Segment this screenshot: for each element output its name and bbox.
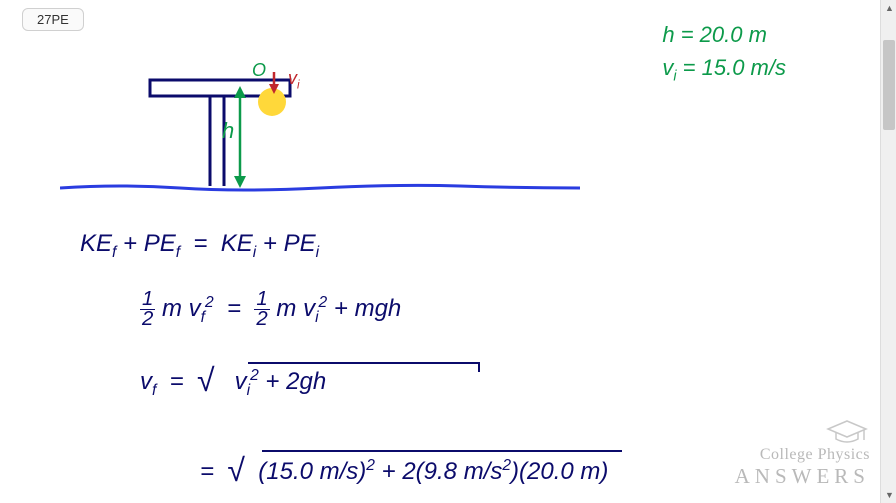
equation-expanded: 12 m vf2 = 12 m vi2 + mgh [140,290,401,330]
sqrt-overline-1 [248,362,480,364]
brand-line-2: ANSWERS [735,464,870,489]
sqrt-tick-1 [478,362,480,372]
graduation-cap-icon [826,419,868,445]
problem-badge: 27PE [22,8,84,31]
diagram [60,60,580,200]
equation-vf-solved: vf = √ vi2 + 2gh [140,360,326,400]
brand-line-1: College Physics [735,446,870,464]
problem-number: 27PE [37,12,69,27]
scroll-up-arrow[interactable]: ▲ [885,3,894,13]
given-h: h = 20.0 m [662,18,786,51]
ball [258,88,286,116]
equation-energy-conservation: KEf + PEf = KEi + PEi [80,230,319,262]
height-arrow-up [234,86,246,98]
water-line [60,185,580,190]
scrollbar[interactable]: ▲ ▼ [880,0,896,503]
scroll-down-arrow[interactable]: ▼ [885,490,894,500]
h-label: h [222,118,234,144]
height-arrow-down [234,176,246,188]
given-vi: vi = 15.0 m/s [662,51,786,88]
sqrt-overline-2 [262,450,622,452]
given-values: h = 20.0 m vi = 15.0 m/s [662,18,786,88]
scroll-thumb[interactable] [883,40,895,130]
vi-label: vi [288,68,300,92]
brand-logo: College Physics ANSWERS [735,446,870,489]
equation-numeric: = √ (15.0 m/s)2 + 2(9.8 m/s2)(20.0 m) [200,450,608,487]
origin-label: O [252,60,266,81]
